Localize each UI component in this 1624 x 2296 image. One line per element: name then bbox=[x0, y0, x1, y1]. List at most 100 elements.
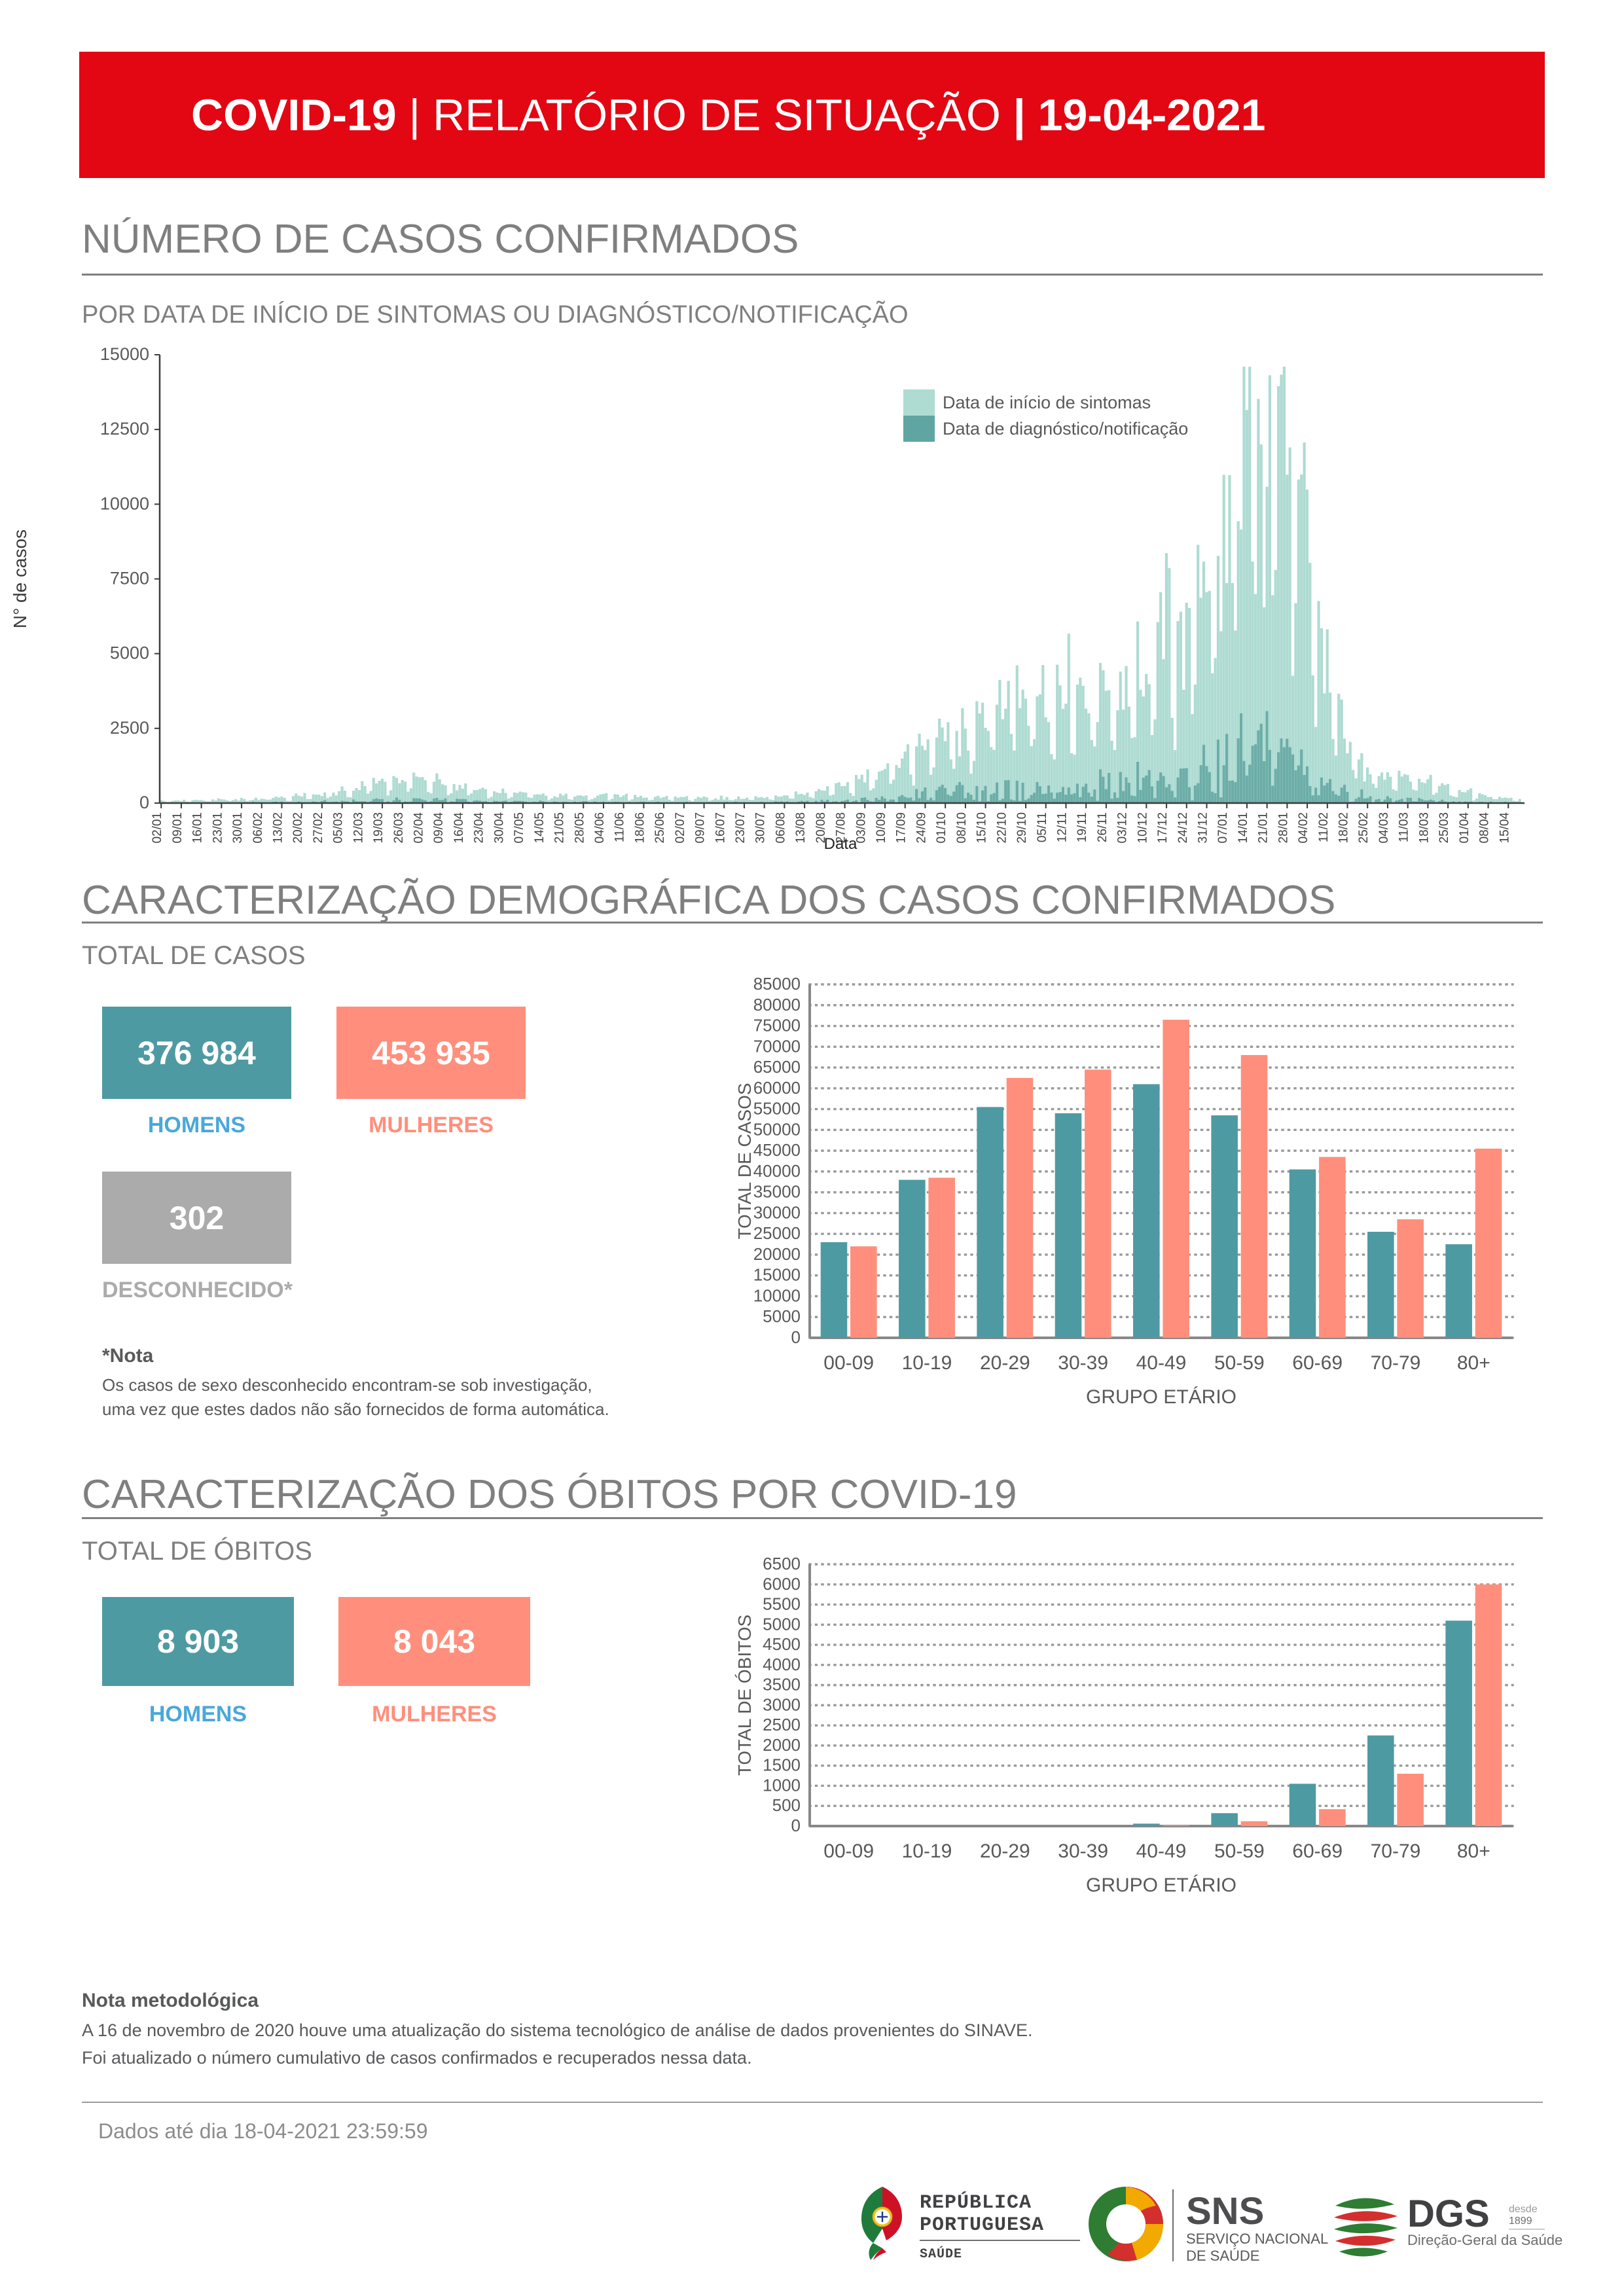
svg-text:11/03: 11/03 bbox=[1398, 812, 1411, 842]
svg-text:20000: 20000 bbox=[753, 1244, 801, 1264]
svg-text:40000: 40000 bbox=[753, 1161, 801, 1181]
svg-text:2500: 2500 bbox=[110, 718, 149, 738]
svg-text:5000: 5000 bbox=[763, 1306, 801, 1326]
svg-text:60-69: 60-69 bbox=[1292, 1840, 1343, 1862]
svg-text:00-09: 00-09 bbox=[823, 1352, 874, 1374]
svg-text:Direção-Geral da Saúde: Direção-Geral da Saúde bbox=[1407, 2232, 1562, 2248]
svg-text:80+: 80+ bbox=[1457, 1840, 1490, 1862]
svg-text:09/07: 09/07 bbox=[694, 812, 708, 844]
svg-text:4000: 4000 bbox=[763, 1655, 801, 1674]
svg-text:15/04: 15/04 bbox=[1498, 812, 1511, 844]
svg-text:16/04: 16/04 bbox=[452, 812, 466, 844]
svg-text:GRUPO ETÁRIO: GRUPO ETÁRIO bbox=[1086, 1874, 1236, 1896]
svg-text:65000: 65000 bbox=[753, 1057, 801, 1077]
svg-text:50-59: 50-59 bbox=[1214, 1840, 1265, 1862]
svg-text:5500: 5500 bbox=[763, 1594, 801, 1614]
svg-text:02/07: 02/07 bbox=[674, 812, 687, 844]
svg-text:19/11: 19/11 bbox=[1075, 812, 1089, 842]
svg-text:20-29: 20-29 bbox=[980, 1352, 1030, 1374]
svg-text:SNS: SNS bbox=[1186, 2190, 1264, 2233]
svg-text:02/01: 02/01 bbox=[151, 812, 164, 844]
svg-text:18/02: 18/02 bbox=[1337, 812, 1351, 844]
svg-text:25/03: 25/03 bbox=[1437, 812, 1451, 844]
svg-text:15000: 15000 bbox=[100, 344, 149, 364]
svg-text:20/02: 20/02 bbox=[291, 812, 305, 844]
svg-text:5000: 5000 bbox=[110, 643, 149, 663]
svg-text:500: 500 bbox=[772, 1795, 801, 1815]
svg-text:0: 0 bbox=[139, 793, 149, 812]
svg-text:08/10: 08/10 bbox=[955, 812, 969, 844]
svg-text:10/09: 10/09 bbox=[875, 812, 888, 844]
svg-text:07/05: 07/05 bbox=[513, 812, 526, 844]
svg-text:30000: 30000 bbox=[753, 1202, 801, 1222]
svg-text:60-69: 60-69 bbox=[1292, 1352, 1343, 1374]
svg-text:10000: 10000 bbox=[100, 493, 149, 513]
svg-text:12/03: 12/03 bbox=[352, 812, 365, 844]
svg-text:50000: 50000 bbox=[753, 1119, 801, 1139]
svg-text:17/09: 17/09 bbox=[895, 812, 909, 844]
svg-text:70-79: 70-79 bbox=[1371, 1840, 1421, 1862]
svg-text:09/04: 09/04 bbox=[432, 812, 446, 844]
svg-text:17/12: 17/12 bbox=[1156, 812, 1170, 844]
svg-text:75000: 75000 bbox=[753, 1016, 801, 1035]
svg-text:20-29: 20-29 bbox=[980, 1840, 1030, 1862]
svg-text:16/07: 16/07 bbox=[713, 812, 727, 844]
svg-text:24/09: 24/09 bbox=[914, 812, 928, 844]
svg-text:25000: 25000 bbox=[753, 1223, 801, 1243]
svg-text:21/01: 21/01 bbox=[1257, 812, 1271, 844]
svg-text:08/04: 08/04 bbox=[1478, 812, 1492, 844]
svg-text:26/11: 26/11 bbox=[1096, 812, 1110, 842]
svg-text:12500: 12500 bbox=[100, 419, 149, 439]
svg-text:2000: 2000 bbox=[763, 1735, 801, 1755]
svg-text:85000: 85000 bbox=[753, 974, 801, 994]
svg-text:30/01: 30/01 bbox=[231, 812, 245, 844]
svg-text:10/12: 10/12 bbox=[1136, 812, 1149, 844]
svg-text:30/07: 30/07 bbox=[754, 812, 768, 844]
svg-text:DGS: DGS bbox=[1407, 2193, 1490, 2235]
svg-text:04/03: 04/03 bbox=[1377, 812, 1391, 844]
svg-text:40-49: 40-49 bbox=[1136, 1352, 1187, 1374]
svg-text:11/06: 11/06 bbox=[613, 812, 627, 842]
svg-text:80+: 80+ bbox=[1457, 1352, 1490, 1374]
svg-text:14/01: 14/01 bbox=[1236, 812, 1250, 844]
svg-text:30/04: 30/04 bbox=[492, 812, 506, 844]
svg-text:DE SAÚDE: DE SAÚDE bbox=[1186, 2248, 1259, 2264]
svg-text:18/06: 18/06 bbox=[633, 812, 647, 844]
svg-text:45000: 45000 bbox=[753, 1140, 801, 1160]
svg-text:desde: desde bbox=[1509, 2204, 1538, 2215]
svg-text:27/02: 27/02 bbox=[312, 812, 325, 844]
svg-text:26/03: 26/03 bbox=[392, 812, 406, 844]
svg-text:06/02: 06/02 bbox=[251, 812, 265, 844]
svg-text:4500: 4500 bbox=[763, 1634, 801, 1654]
svg-text:0: 0 bbox=[791, 1816, 801, 1835]
svg-text:23/07: 23/07 bbox=[734, 812, 748, 844]
svg-text:11/02: 11/02 bbox=[1317, 812, 1331, 842]
svg-text:10-19: 10-19 bbox=[902, 1352, 952, 1374]
svg-text:40-49: 40-49 bbox=[1136, 1840, 1187, 1862]
svg-text:6000: 6000 bbox=[763, 1574, 801, 1594]
svg-text:12/11: 12/11 bbox=[1055, 812, 1069, 842]
svg-text:SERVIÇO NACIONAL: SERVIÇO NACIONAL bbox=[1186, 2231, 1328, 2247]
svg-text:2500: 2500 bbox=[763, 1715, 801, 1734]
svg-text:Data: Data bbox=[824, 835, 857, 853]
svg-text:25/06: 25/06 bbox=[653, 812, 667, 844]
svg-text:10-19: 10-19 bbox=[902, 1840, 952, 1862]
svg-text:15000: 15000 bbox=[753, 1265, 801, 1285]
svg-text:TOTAL DE ÓBITOS: TOTAL DE ÓBITOS bbox=[734, 1615, 755, 1776]
svg-text:1500: 1500 bbox=[763, 1755, 801, 1775]
svg-text:35000: 35000 bbox=[753, 1182, 801, 1202]
svg-text:04/06: 04/06 bbox=[593, 812, 607, 844]
svg-text:SAÚDE: SAÚDE bbox=[920, 2246, 962, 2262]
svg-text:6500: 6500 bbox=[763, 1554, 801, 1573]
svg-text:60000: 60000 bbox=[753, 1078, 801, 1098]
svg-text:Data de início de sintomas: Data de início de sintomas bbox=[943, 393, 1151, 412]
svg-text:05/11: 05/11 bbox=[1036, 812, 1049, 842]
svg-text:05/03: 05/03 bbox=[332, 812, 346, 844]
svg-text:06/08: 06/08 bbox=[774, 812, 787, 844]
svg-text:7500: 7500 bbox=[110, 569, 149, 588]
svg-text:18/03: 18/03 bbox=[1417, 812, 1431, 844]
svg-text:04/02: 04/02 bbox=[1297, 812, 1310, 844]
svg-text:14/05: 14/05 bbox=[533, 812, 547, 844]
svg-text:03/12: 03/12 bbox=[1116, 812, 1130, 844]
svg-text:00-09: 00-09 bbox=[823, 1840, 874, 1862]
